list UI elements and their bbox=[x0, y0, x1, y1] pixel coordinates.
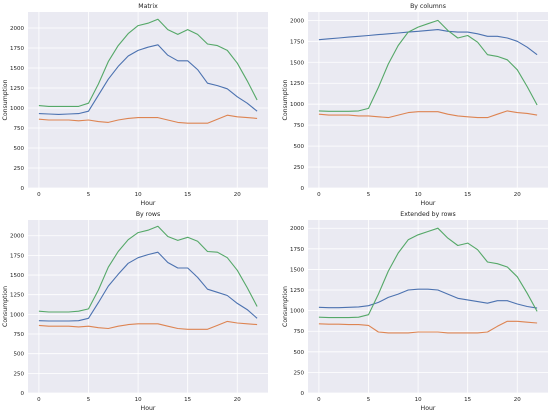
x-tick-label: 0 bbox=[317, 397, 321, 403]
series-line-1 bbox=[38, 251, 258, 322]
subplot-3: 0 250 500 750 1000 1250 1500 1750 2000 0 5 10 15 20 By… bbox=[2, 211, 268, 412]
x-tick-label: 0 bbox=[37, 397, 41, 403]
y-tick-label: 1750 bbox=[10, 253, 24, 259]
subplot-4: 0 250 500 750 1000 1250 1500 1750 2000 0 5 10 15 20 Ex… bbox=[282, 211, 548, 412]
subplot-title: Extended by rows bbox=[400, 211, 455, 218]
y-tick-label: 1750 bbox=[10, 46, 24, 52]
series-line-3 bbox=[38, 18, 258, 107]
series-line-2 bbox=[318, 110, 538, 119]
plot-area bbox=[308, 220, 548, 393]
series-line-2 bbox=[38, 320, 258, 330]
x-tick-label: 20 bbox=[514, 397, 521, 403]
series-line-2 bbox=[318, 320, 538, 334]
y-tick-label: 2000 bbox=[290, 18, 304, 24]
series-line-1 bbox=[318, 288, 538, 309]
y-tick-label: 1500 bbox=[290, 60, 304, 66]
y-tick-label: 2000 bbox=[10, 26, 24, 32]
y-tick-label: 250 bbox=[14, 166, 25, 172]
subplot-title: Matrix bbox=[138, 3, 158, 10]
y-tick-label: 1500 bbox=[10, 273, 24, 279]
y-tick-label: 750 bbox=[14, 332, 25, 338]
y-tick-label: 1500 bbox=[290, 267, 304, 273]
x-tick-label: 10 bbox=[415, 397, 422, 403]
x-tick-label: 0 bbox=[37, 192, 41, 198]
series-line-3 bbox=[318, 19, 538, 112]
x-tick-label: 10 bbox=[135, 192, 142, 198]
y-tick-label: 750 bbox=[294, 329, 305, 335]
y-tick-label: 500 bbox=[14, 352, 25, 358]
x-tick-label: 0 bbox=[317, 192, 321, 198]
x-tick-label: 5 bbox=[87, 192, 91, 198]
y-tick-label: 1250 bbox=[290, 288, 304, 294]
y-tick-label: 1500 bbox=[10, 66, 24, 72]
y-tick-label: 1000 bbox=[10, 312, 24, 318]
y-tick-label: 1000 bbox=[10, 106, 24, 112]
y-tick-label: 500 bbox=[14, 146, 25, 152]
y-tick-label: 500 bbox=[294, 144, 305, 150]
y-tick-label: 1250 bbox=[290, 81, 304, 87]
x-axis-label: Hour bbox=[421, 405, 436, 412]
y-tick-label: 1000 bbox=[290, 309, 304, 315]
y-tick-label: 1750 bbox=[290, 247, 304, 253]
y-tick-label: 250 bbox=[14, 371, 25, 377]
y-tick-label: 2000 bbox=[10, 234, 24, 240]
y-axis-label: Consumption bbox=[282, 286, 289, 327]
x-axis-label: Hour bbox=[141, 200, 156, 207]
y-tick-label: 250 bbox=[294, 370, 305, 376]
x-tick-label: 20 bbox=[234, 192, 241, 198]
x-tick-label: 15 bbox=[184, 192, 191, 198]
x-tick-label: 15 bbox=[464, 192, 471, 198]
y-tick-label: 1750 bbox=[290, 39, 304, 45]
y-tick-label: 0 bbox=[301, 391, 305, 397]
y-tick-label: 0 bbox=[21, 186, 25, 192]
subplot-1: 0 250 500 750 1000 1250 1500 1750 2000 0 5 10 15 20 Ma… bbox=[2, 3, 268, 207]
y-tick-label: 0 bbox=[301, 186, 305, 192]
series-line-2 bbox=[38, 114, 258, 124]
series-line-1 bbox=[318, 29, 538, 56]
subplot-title: By columns bbox=[410, 3, 446, 10]
y-tick-label: 1250 bbox=[10, 86, 24, 92]
x-tick-label: 15 bbox=[184, 397, 191, 403]
x-axis-label: Hour bbox=[421, 200, 436, 207]
x-tick-label: 15 bbox=[464, 397, 471, 403]
plot-area bbox=[28, 220, 268, 393]
x-tick-label: 5 bbox=[367, 192, 371, 198]
y-tick-label: 750 bbox=[294, 123, 305, 129]
y-tick-label: 2000 bbox=[290, 226, 304, 232]
x-tick-label: 10 bbox=[415, 192, 422, 198]
y-tick-label: 0 bbox=[21, 391, 25, 397]
x-tick-label: 20 bbox=[514, 192, 521, 198]
subplot-2: 0 250 500 750 1000 1250 1500 1750 2000 0 5 10 15 20 By… bbox=[282, 3, 548, 207]
series-line-3 bbox=[38, 225, 258, 313]
plot-area bbox=[308, 12, 548, 188]
x-axis-label: Hour bbox=[141, 405, 156, 412]
series-line-3 bbox=[318, 227, 538, 319]
x-tick-label: 10 bbox=[135, 397, 142, 403]
y-tick-label: 1250 bbox=[10, 293, 24, 299]
y-axis-label: Consumption bbox=[2, 286, 9, 327]
x-tick-label: 5 bbox=[87, 397, 91, 403]
plot-area bbox=[28, 12, 268, 188]
y-axis-label: Consumption bbox=[282, 79, 289, 120]
x-tick-label: 20 bbox=[234, 397, 241, 403]
y-tick-label: 750 bbox=[14, 126, 25, 132]
y-tick-label: 250 bbox=[294, 165, 305, 171]
series-line-1 bbox=[38, 44, 258, 115]
y-tick-label: 1000 bbox=[290, 102, 304, 108]
x-tick-label: 5 bbox=[367, 397, 371, 403]
y-tick-label: 500 bbox=[294, 350, 305, 356]
subplot-title: By rows bbox=[136, 211, 160, 218]
y-axis-label: Consumption bbox=[2, 79, 9, 120]
